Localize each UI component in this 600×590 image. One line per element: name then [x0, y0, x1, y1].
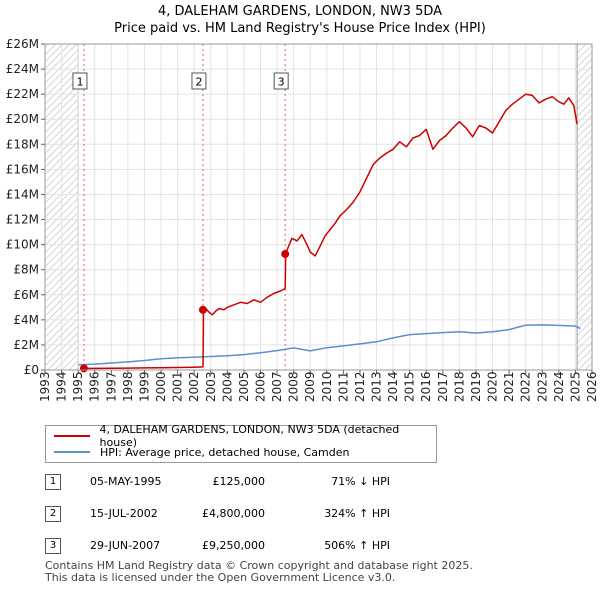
transaction-price: £9,250,000	[202, 539, 265, 552]
y-tick-label: £0	[24, 363, 39, 377]
x-tick-label: 2000	[154, 371, 168, 402]
sale-annotation-box	[72, 72, 88, 90]
sale-point	[281, 250, 290, 259]
legend-swatch-property	[54, 435, 90, 437]
legend-label-hpi: HPI: Average price, detached house, Camd…	[100, 445, 350, 459]
x-tick-label: 1997	[104, 371, 118, 402]
plot-border	[44, 43, 593, 371]
x-tick-label: 1996	[88, 371, 102, 402]
y-tick-label: £4M	[13, 313, 39, 327]
sale-annotations: 1 2 3	[72, 72, 289, 90]
y-tick-label: £8M	[13, 263, 39, 277]
y-tick-label: £24M	[6, 62, 39, 76]
chart-title: 4, DALEHAM GARDENS, LONDON, NW3 5DA Pric…	[0, 3, 600, 37]
x-tick-label: 2016	[419, 371, 433, 402]
price-chart: 1 2 3 £0 £2M £4M £6M £8M £10M £12M £14M £16M £18M £2…	[6, 37, 599, 402]
x-tick-label: 1993	[38, 371, 52, 402]
x-tick-label: 2004	[220, 371, 234, 402]
y-tick-label: £14M	[6, 187, 39, 201]
transaction-hpi: 506% ↑ HPI	[324, 539, 390, 552]
x-tick-label: 2017	[436, 371, 450, 402]
y-tick-label: £6M	[13, 288, 39, 302]
x-tick-label: 2025	[568, 371, 582, 402]
x-tick-label: 2007	[270, 371, 284, 402]
y-tick-label: £26M	[6, 37, 39, 51]
sale-points	[79, 250, 290, 373]
plot-background	[45, 44, 592, 370]
y-tick-label: £10M	[6, 238, 39, 252]
x-tick-label: 2021	[502, 371, 516, 402]
transaction-date: 15-JUL-2002	[90, 507, 158, 520]
x-tick-label: 1995	[71, 371, 85, 402]
x-tick-label: 2020	[486, 371, 500, 402]
sale-annotation-label: 3	[278, 76, 285, 89]
title-line-2: Price paid vs. HM Land Registry's House …	[114, 21, 486, 36]
transaction-number: 2	[45, 506, 61, 522]
x-tick-label: 2002	[187, 371, 201, 402]
x-tick-label: 2019	[469, 371, 483, 402]
sale-annotation-box	[191, 72, 207, 90]
x-tick-label: 2015	[403, 371, 417, 402]
y-tick-label: £18M	[6, 137, 39, 151]
series-line	[78, 324, 581, 366]
table-row: 1 05-MAY-1995 £125,000 71% ↓ HPI	[45, 472, 465, 492]
hatched-region	[577, 44, 592, 370]
x-tick-label: 2011	[336, 371, 350, 402]
y-tick-label: £20M	[6, 112, 39, 126]
series-lines	[78, 93, 581, 370]
sale-annotation-box	[273, 72, 289, 90]
x-tick-label: 1998	[121, 371, 135, 402]
sale-annotation-label: 1	[76, 76, 83, 89]
x-tick-label: 2006	[253, 371, 267, 402]
x-tick-label: 2001	[171, 371, 185, 402]
series-line	[84, 93, 578, 370]
y-tick-label: £16M	[6, 162, 39, 176]
transaction-price: £4,800,000	[202, 507, 265, 520]
transaction-number: 1	[45, 474, 61, 490]
transaction-date: 05-MAY-1995	[90, 475, 162, 488]
y-tick-label: £12M	[6, 213, 39, 227]
x-tick-label: 1994	[55, 371, 69, 402]
transaction-date: 29-JUN-2007	[90, 539, 161, 552]
y-axis: £0 £2M £4M £6M £8M £10M £12M £14M £16M £18M £20M £2…	[6, 37, 45, 377]
transaction-hpi: 324% ↑ HPI	[324, 507, 390, 520]
x-tick-label: 2024	[552, 371, 566, 402]
transaction-price: £125,000	[212, 475, 266, 488]
x-tick-label: 2010	[320, 371, 334, 402]
table-row: 2 15-JUL-2002 £4,800,000 324% ↑ HPI	[45, 504, 465, 524]
footer-line-1: Contains HM Land Registry data © Crown c…	[45, 559, 473, 572]
x-tick-label: 2023	[535, 371, 549, 402]
x-tick-label: 2018	[452, 371, 466, 402]
sale-point	[198, 305, 207, 314]
legend-item-hpi: HPI: Average price, detached house, Camd…	[54, 444, 349, 460]
title-line-1: 4, DALEHAM GARDENS, LONDON, NW3 5DA	[157, 4, 443, 19]
footer: Contains HM Land Registry data © Crown c…	[45, 560, 473, 584]
x-tick-label: 2014	[386, 371, 400, 402]
x-tick-label: 2022	[519, 371, 533, 402]
transaction-hpi: 71% ↓ HPI	[331, 475, 390, 488]
x-tick-label: 2003	[204, 371, 218, 402]
legend-swatch-hpi	[54, 451, 90, 453]
transaction-number: 3	[45, 538, 61, 554]
sale-point	[79, 364, 88, 373]
x-tick-label: 2009	[303, 371, 317, 402]
x-tick-label: 2026	[585, 371, 599, 402]
y-tick-label: £2M	[13, 338, 39, 352]
x-tick-label: 2012	[353, 371, 367, 402]
legend-item-property: 4, DALEHAM GARDENS, LONDON, NW3 5DA (det…	[54, 423, 436, 449]
x-axis: 1993 1994 1995 1996 1997 1998 1999 2000 2001 2002…	[38, 370, 599, 402]
legend: 4, DALEHAM GARDENS, LONDON, NW3 5DA (det…	[45, 423, 437, 463]
legend-label-property: 4, DALEHAM GARDENS, LONDON, NW3 5DA (det…	[99, 423, 400, 449]
table-row: 3 29-JUN-2007 £9,250,000 506% ↑ HPI	[45, 536, 465, 556]
x-tick-label: 2008	[287, 371, 301, 402]
x-tick-label: 2013	[370, 371, 384, 402]
sale-annotation-label: 2	[195, 76, 202, 89]
x-tick-label: 2005	[237, 371, 251, 402]
y-tick-label: £22M	[6, 87, 39, 101]
x-tick-label: 1999	[137, 371, 151, 402]
footer-line-2: This data is licensed under the Open Gov…	[45, 571, 396, 584]
